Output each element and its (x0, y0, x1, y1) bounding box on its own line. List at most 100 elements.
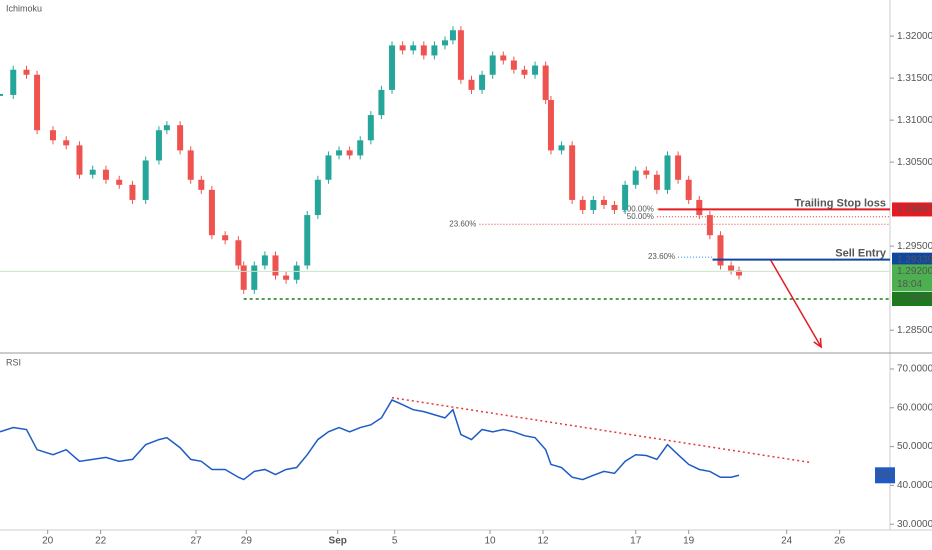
candle (510, 60, 517, 70)
x-tick-label: 27 (190, 536, 202, 547)
current-box (892, 264, 932, 292)
candle (590, 199, 597, 211)
candle (664, 155, 671, 190)
candle (736, 270, 743, 276)
x-tick-label: 20 (42, 536, 54, 547)
candle (208, 189, 215, 236)
candle (163, 125, 170, 131)
fib-label: 23.60% (449, 219, 476, 228)
candle (261, 255, 268, 266)
candle (142, 160, 149, 200)
candle (357, 140, 364, 156)
candle (442, 40, 448, 46)
y-tick-label: 30.0000 (897, 519, 932, 530)
x-tick-label: 24 (781, 536, 793, 547)
y-tick-label: 60.0000 (897, 402, 932, 413)
y-tick-label: 1.32000 (897, 31, 932, 42)
trendline (391, 396, 811, 464)
level-box (892, 202, 932, 217)
y-tick-label: 40.0000 (897, 480, 932, 491)
candle (521, 69, 528, 75)
y-tick-label: 50.0000 (897, 441, 932, 452)
candle (304, 215, 311, 266)
candle (283, 275, 290, 280)
indicator-label: Ichimoku (6, 3, 42, 13)
x-tick-label: 5 (392, 536, 398, 547)
level-box (892, 291, 932, 306)
candle (251, 265, 258, 290)
candle (632, 170, 639, 185)
candle (389, 45, 396, 90)
candle (579, 199, 586, 211)
x-tick-label: 26 (834, 536, 846, 547)
candle (468, 79, 475, 90)
candle (177, 125, 184, 151)
current-price: 1.29200 (897, 266, 932, 277)
y-tick-label: 1.29500 (897, 241, 932, 252)
candle (23, 69, 30, 75)
fib-label: 50.00% (627, 212, 654, 221)
level-price: 1.29339 (897, 254, 932, 265)
candle (449, 30, 456, 41)
fib-label: 100.00% (622, 204, 654, 213)
legend-label: RSI (877, 470, 894, 481)
candle (611, 204, 618, 211)
candle (410, 45, 417, 51)
candle (600, 199, 607, 205)
candle (399, 45, 406, 51)
candle (129, 184, 136, 200)
candle (314, 179, 321, 216)
candle (728, 265, 735, 271)
level-box (892, 252, 932, 267)
x-tick-label: 17 (630, 536, 642, 547)
candle (10, 69, 17, 95)
candle (675, 155, 682, 180)
x-tick-label: 10 (484, 536, 496, 547)
fib-label: 23.60% (648, 252, 675, 261)
x-tick-label: 12 (537, 536, 549, 547)
y-tick-label: 1.31500 (897, 73, 932, 84)
y-tick-label: 1.28500 (897, 325, 932, 336)
candle (378, 89, 385, 116)
y-tick-label: 1.30500 (897, 157, 932, 168)
candle (34, 74, 41, 131)
candle (155, 130, 162, 161)
y-tick-label: 70.0000 (897, 364, 932, 375)
level-price: 1.29937 (897, 204, 932, 215)
candle (76, 145, 83, 175)
candle (622, 184, 629, 211)
rsi-line (0, 399, 740, 481)
candle (643, 170, 650, 175)
candle (336, 150, 343, 156)
candle (235, 240, 242, 266)
candle (542, 65, 549, 100)
candle (685, 179, 692, 200)
x-tick-label: Sep (329, 536, 347, 547)
candle (102, 169, 109, 180)
arrow-head (813, 337, 822, 349)
candle (569, 145, 576, 200)
candle (653, 174, 660, 190)
candle (457, 30, 464, 80)
indicator-label: RSI (6, 357, 21, 367)
candle (63, 140, 70, 146)
x-tick-label: 22 (95, 536, 107, 547)
candle (272, 255, 279, 276)
candle (198, 179, 205, 190)
candle (116, 179, 123, 185)
level-price: 1.28871 (897, 294, 932, 305)
level-name: Sell Entry (835, 248, 887, 260)
candle (346, 150, 353, 156)
candle (696, 199, 703, 216)
candle (293, 265, 300, 280)
countdown: 18:04 (897, 279, 922, 290)
candle (367, 115, 374, 141)
candle (532, 65, 539, 75)
candle (325, 155, 332, 180)
candle (717, 235, 724, 266)
y-tick-label: 1.31000 (897, 115, 932, 126)
candle (49, 130, 56, 141)
candle (547, 99, 554, 151)
